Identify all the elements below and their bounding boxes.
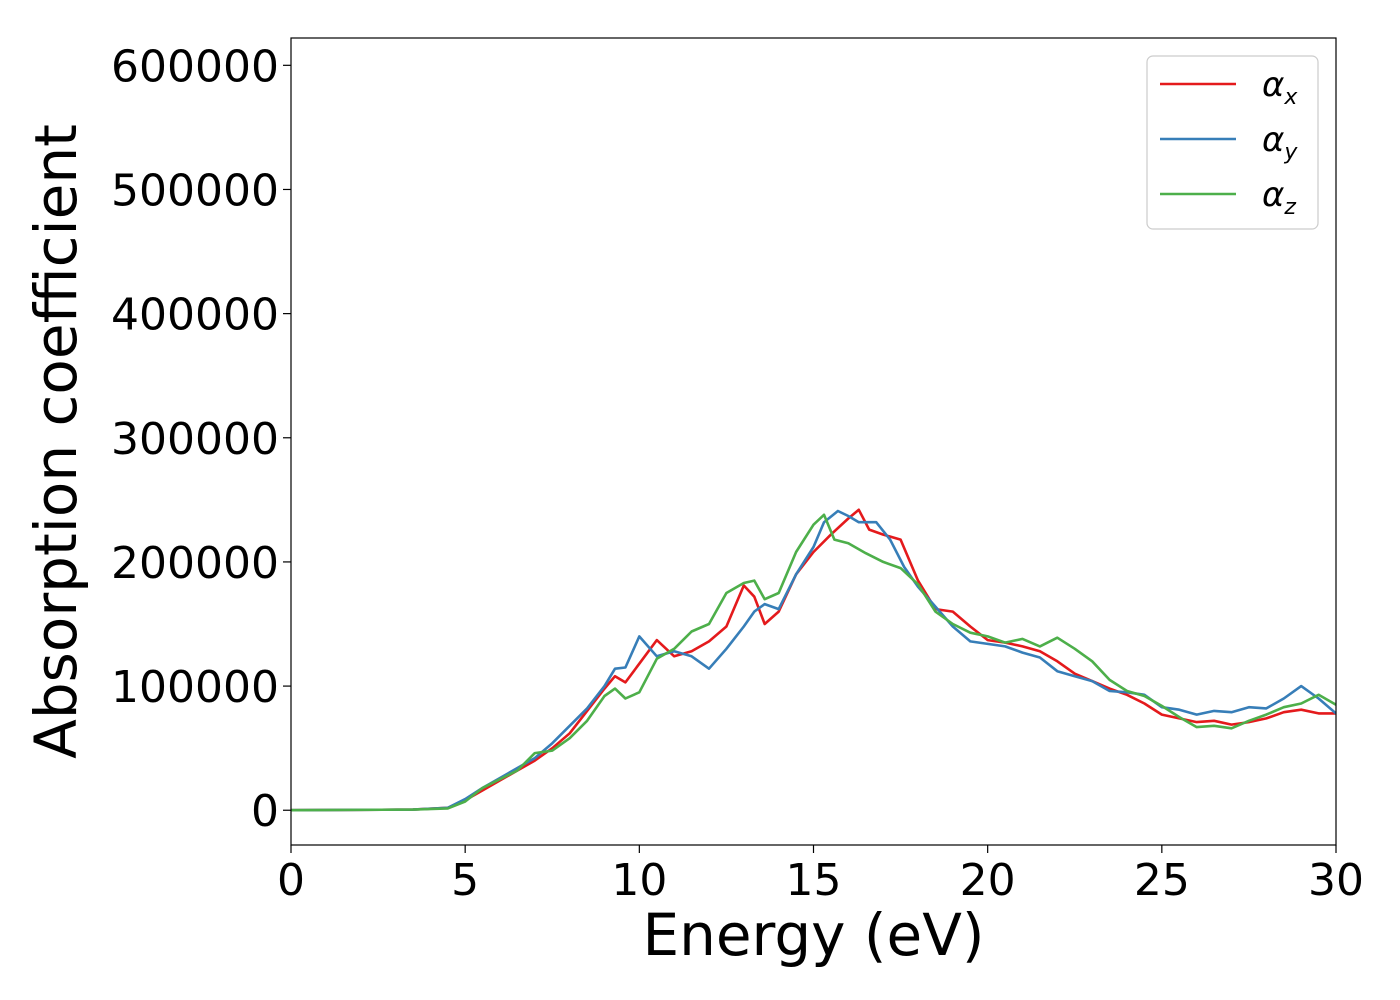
series-line-x xyxy=(291,508,1336,812)
x-tick-label: 15 xyxy=(786,855,842,906)
x-tick-label: 0 xyxy=(277,855,305,906)
legend-label-sub: z xyxy=(1283,195,1296,220)
y-tick-label: 500000 xyxy=(111,165,279,216)
series-lines xyxy=(291,508,1336,812)
legend-label-base: α xyxy=(1262,120,1284,160)
legend-label-y: αy xyxy=(1262,120,1298,165)
legend-label-x: αx xyxy=(1262,65,1298,110)
legend-box xyxy=(1146,55,1319,230)
x-axis-label: Energy (eV) xyxy=(642,901,984,969)
y-tick-label: 200000 xyxy=(111,538,279,589)
series-line-z xyxy=(291,513,1336,812)
legend-label-z: αz xyxy=(1262,175,1296,220)
y-tick-label: 600000 xyxy=(111,41,279,92)
x-tick-label: 30 xyxy=(1308,855,1364,906)
y-tick-label: 0 xyxy=(251,786,279,837)
legend-label-sub: y xyxy=(1283,140,1298,165)
y-tick-label: 100000 xyxy=(111,662,279,713)
y-tick-label: 400000 xyxy=(111,290,279,341)
x-tick-label: 25 xyxy=(1134,855,1190,906)
x-tick-label: 5 xyxy=(451,855,479,906)
legend-label-base: α xyxy=(1262,65,1284,105)
axis-ticks: 0 5 10 15 20 25 30 0 100000 200000 300000 400000 500… xyxy=(111,41,1364,906)
x-tick-label: 10 xyxy=(611,855,667,906)
y-tick-label: 300000 xyxy=(111,414,279,465)
legend-label-base: α xyxy=(1262,175,1284,215)
y-axis-label: Absorption coefficient xyxy=(22,124,90,759)
series-line-y xyxy=(291,509,1336,812)
legend-label-sub: x xyxy=(1283,85,1298,110)
x-tick-label: 20 xyxy=(960,855,1016,906)
